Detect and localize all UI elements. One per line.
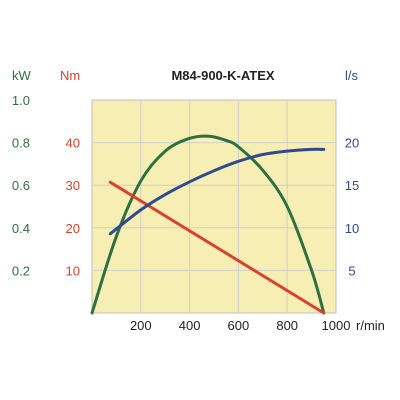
nm-tick-label: 20 bbox=[66, 221, 80, 236]
chart-title: M84-900-K-ATEX bbox=[171, 68, 274, 83]
kw-tick-label: 0.2 bbox=[12, 263, 30, 278]
series-line-power bbox=[90, 134, 326, 315]
x-tick-label: 1000 bbox=[322, 318, 351, 333]
series-line-flow bbox=[108, 147, 326, 236]
series-line-torque bbox=[108, 180, 326, 315]
x-tick-label: 200 bbox=[130, 318, 152, 333]
ls-tick-label: 10 bbox=[345, 221, 359, 236]
ls-tick-label: 15 bbox=[345, 178, 359, 193]
kw-tick-label: 1.0 bbox=[12, 93, 30, 108]
ls-tick-label: 5 bbox=[348, 263, 355, 278]
unit-label-ls: l/s bbox=[345, 68, 359, 83]
x-tick-label: 600 bbox=[228, 318, 250, 333]
x-tick-label: 400 bbox=[179, 318, 201, 333]
axis-layer: 200 400 600 800 1000 0.2 0.4 0.6 0.8 1.0 10 20 30 40 5… bbox=[12, 93, 359, 333]
nm-tick-label: 30 bbox=[66, 178, 80, 193]
unit-label-kw: kW bbox=[12, 68, 32, 83]
kw-tick-label: 0.8 bbox=[12, 136, 30, 151]
kw-tick-label: 0.6 bbox=[12, 178, 30, 193]
kw-tick-label: 0.4 bbox=[12, 221, 30, 236]
x-tick-label: 800 bbox=[276, 318, 298, 333]
x-axis-unit-label: r/min bbox=[356, 318, 385, 333]
series-layer bbox=[90, 134, 326, 315]
unit-label-nm: Nm bbox=[60, 68, 80, 83]
ls-tick-label: 20 bbox=[345, 136, 359, 151]
nm-tick-label: 10 bbox=[66, 263, 80, 278]
nm-tick-label: 40 bbox=[66, 136, 80, 151]
